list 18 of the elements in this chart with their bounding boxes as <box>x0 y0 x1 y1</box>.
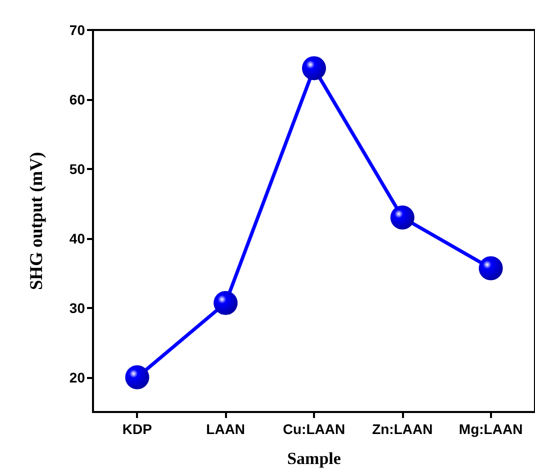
x-tick-label: LAAN <box>206 421 246 437</box>
point <box>302 56 326 80</box>
y-tick-label: 50 <box>69 160 86 177</box>
y-tick-label: 40 <box>69 230 86 246</box>
point <box>390 206 414 230</box>
y-tick-label: 30 <box>69 300 86 316</box>
y-axis-title: SHG output (mV) <box>26 152 46 290</box>
point <box>214 290 238 315</box>
y-tick-label: 70 <box>69 22 86 38</box>
x-axis-title: Sample <box>287 449 342 468</box>
x-tick-label: KDP <box>122 421 152 437</box>
x-tick-label: Mg:LAAN <box>458 421 523 437</box>
y-tick-label: 20 <box>69 369 86 386</box>
x-tick-label: Zn:LAAN <box>372 421 433 437</box>
point <box>125 365 150 390</box>
point <box>478 256 503 280</box>
y-tick-label: 60 <box>69 91 86 108</box>
x-tick-label: Cu:LAAN <box>282 421 346 437</box>
